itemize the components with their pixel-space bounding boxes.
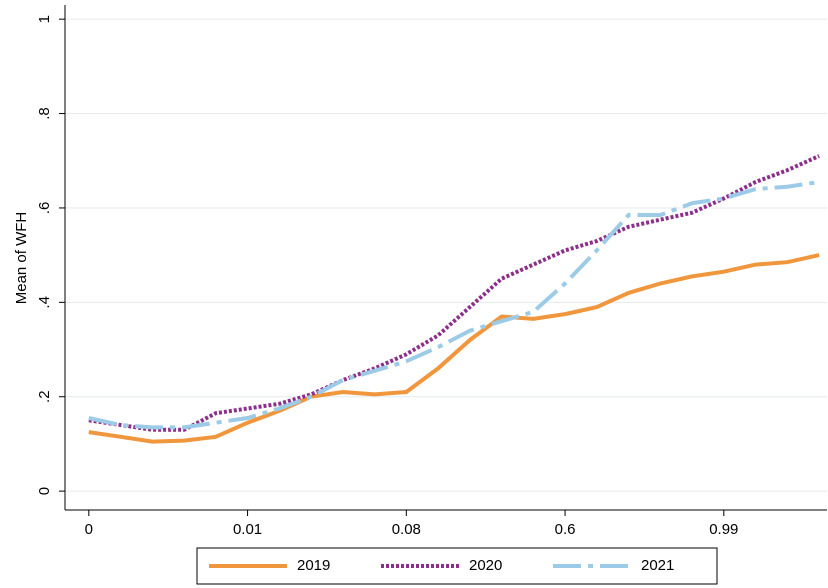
legend-label: 2021 (641, 557, 674, 574)
y-tick-label: .6 (36, 202, 53, 215)
legend-label: 2020 (469, 557, 502, 574)
y-tick-label: .2 (36, 390, 53, 403)
y-axis-label: Mean of WFH (13, 212, 30, 305)
x-tick-label: 0.08 (392, 521, 421, 538)
y-tick-label: 1 (36, 15, 53, 23)
series-line (88, 253, 820, 444)
series-line (88, 154, 820, 432)
series-line (88, 180, 820, 430)
y-tick-label: .8 (36, 107, 53, 120)
x-tick-label: 0.01 (233, 521, 262, 538)
y-tick-label: 0 (36, 487, 53, 495)
x-tick-label: 0.99 (709, 521, 738, 538)
legend-label: 2019 (297, 557, 330, 574)
x-tick-label: 0.6 (555, 521, 576, 538)
y-tick-label: .4 (36, 296, 53, 309)
x-tick-label: 0 (85, 521, 93, 538)
